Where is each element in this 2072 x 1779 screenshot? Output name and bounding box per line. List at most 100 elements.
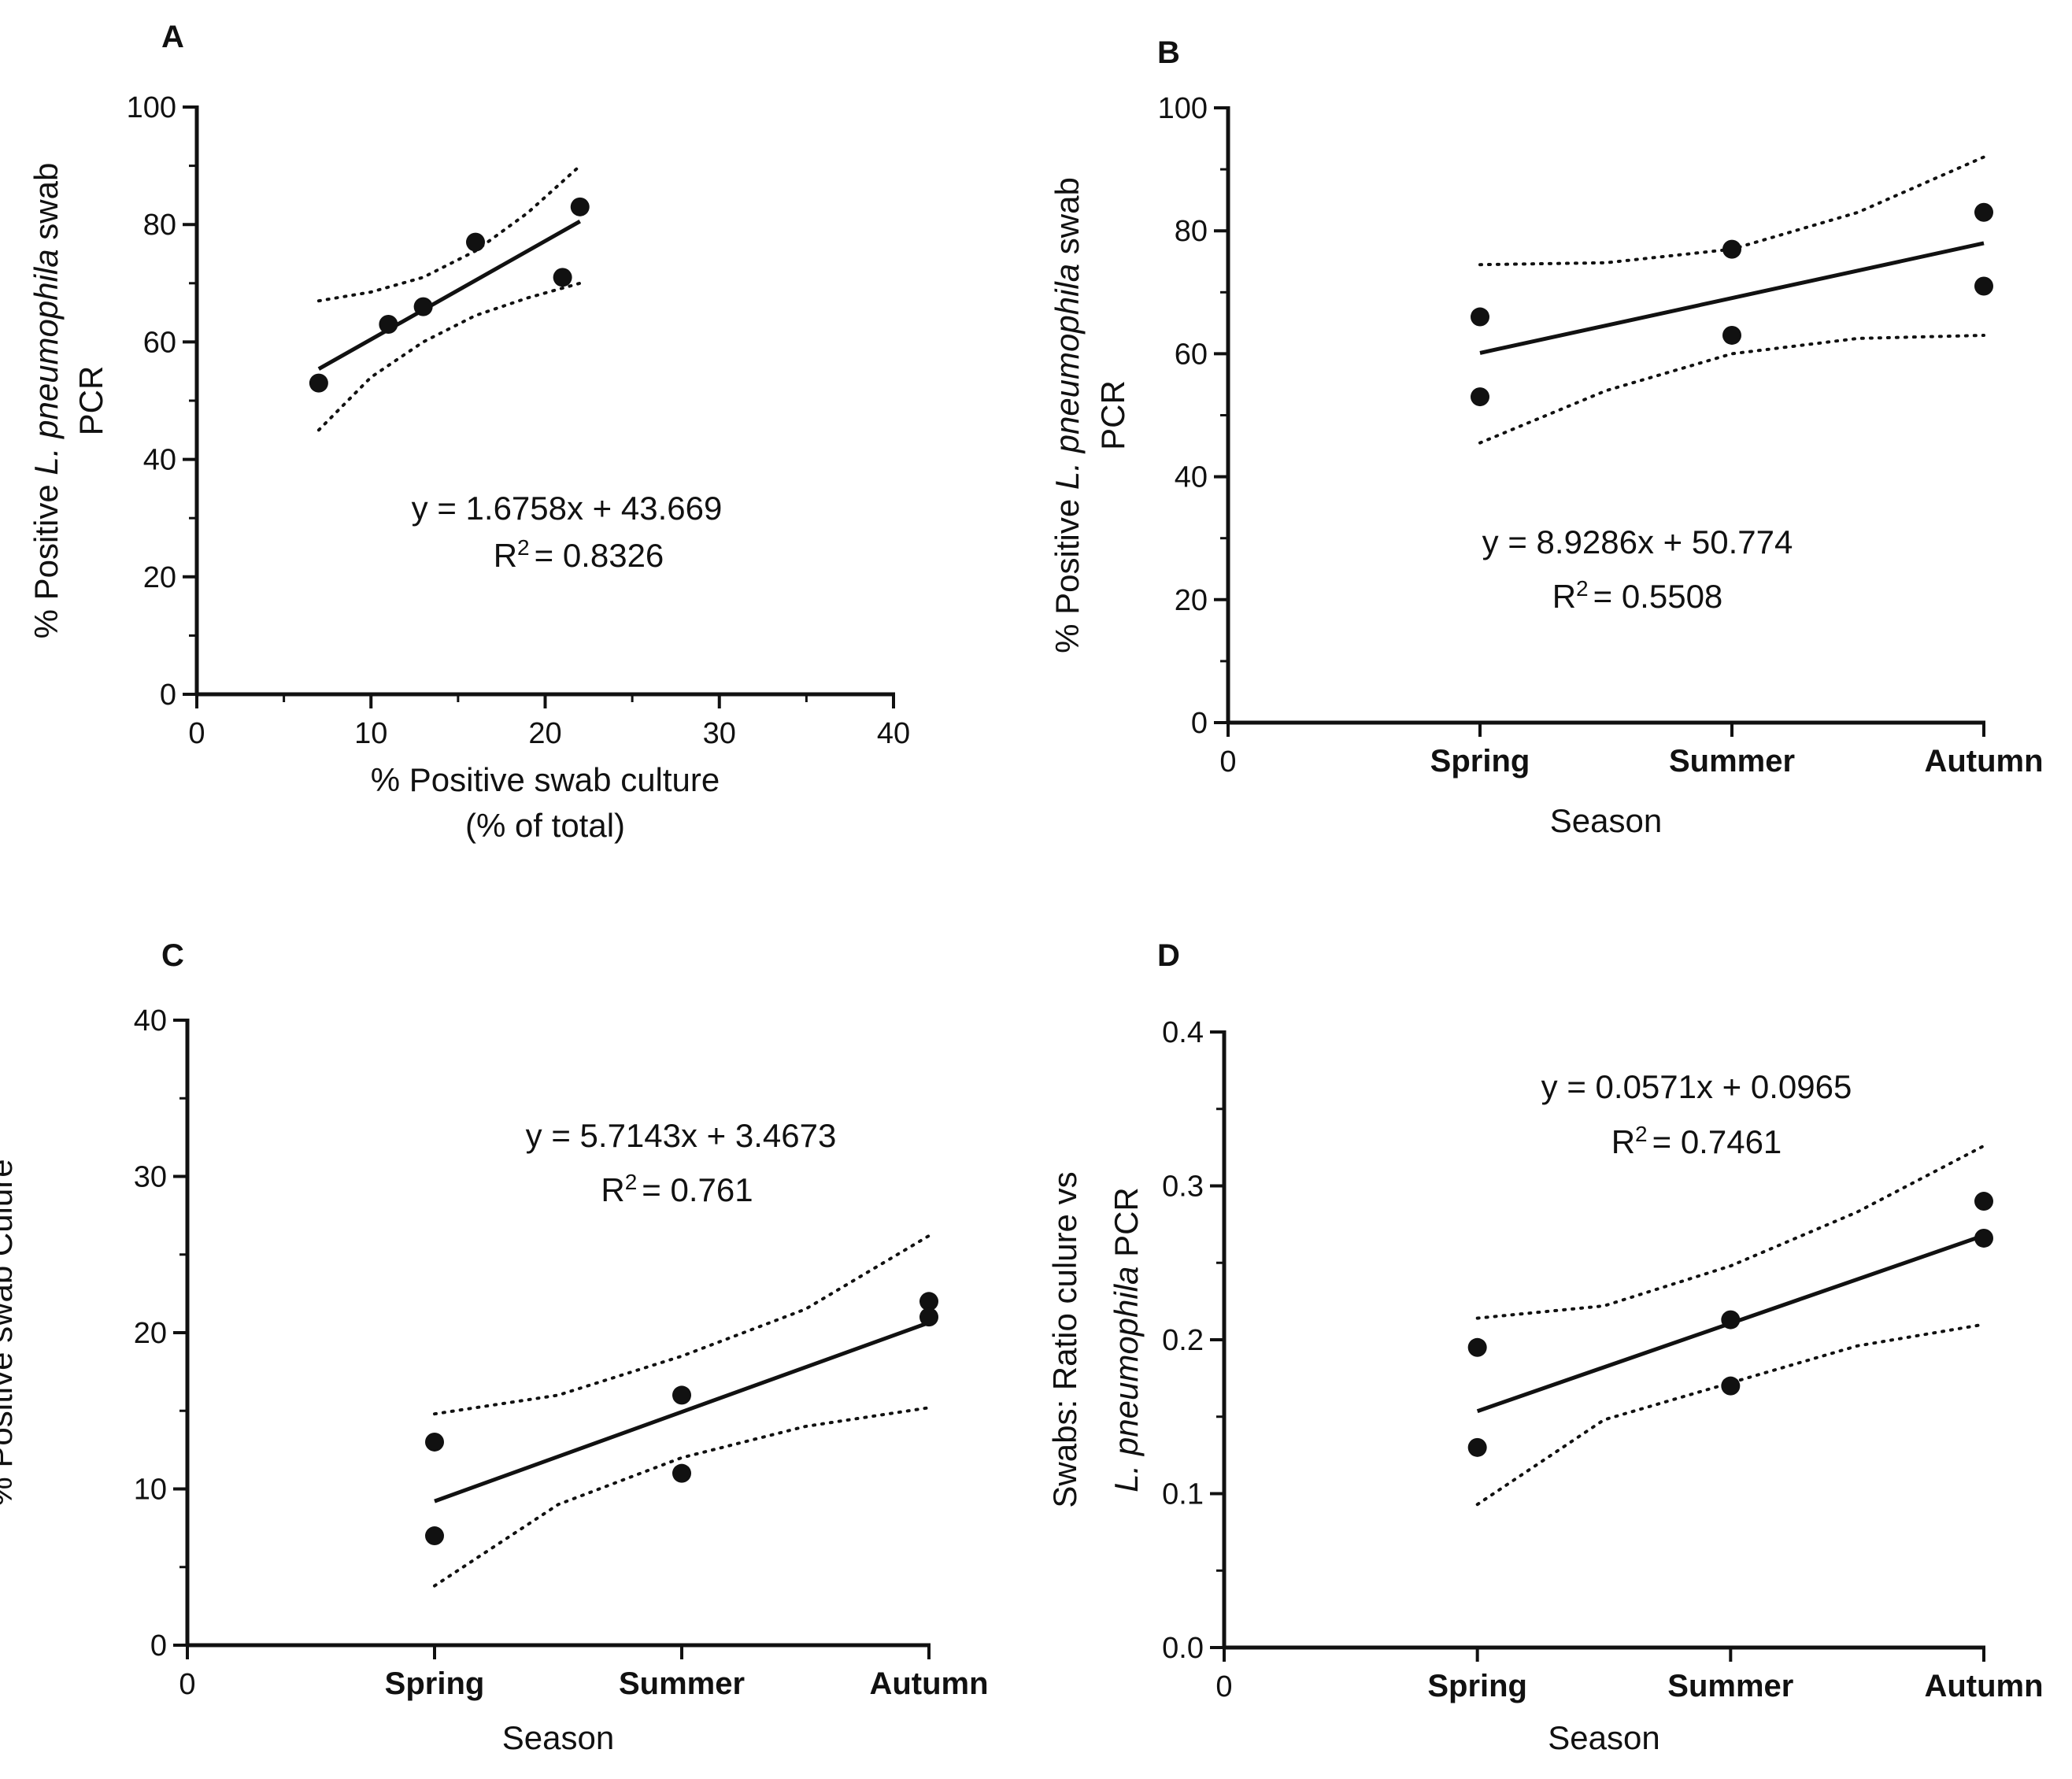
x-tick-label-d: Autumn (1924, 1669, 2043, 1703)
y-tick-label-a: 40 (143, 444, 176, 477)
r-squared-c: R2 = 0.761 (601, 1170, 753, 1209)
y-tick-label-c: 0 (150, 1629, 167, 1662)
data-point-d (1467, 1337, 1487, 1357)
x-tick-label-a: 40 (877, 717, 910, 750)
confidence-band-lower-b (1478, 334, 1985, 445)
data-point-b (1471, 387, 1489, 407)
y-axis-title-d: L. pneumophila PCR (1108, 1187, 1145, 1492)
y-tick-label-a: 80 (143, 209, 176, 242)
y-axis-title-b: PCR (1094, 380, 1131, 450)
confidence-band-upper-d (1475, 1144, 1985, 1320)
data-point-c (672, 1385, 691, 1405)
regression-equation-a: y = 1.6758x + 43.669 (412, 490, 723, 527)
equation-block-c: y = 5.7143x + 3.4673 R2 = 0.761 (526, 1117, 837, 1208)
panel-letter-d: D (1157, 938, 1180, 973)
x-tick-label-d: Summer (1667, 1669, 1793, 1703)
data-point-c (672, 1463, 691, 1483)
x-tick-label-a: 30 (703, 717, 736, 750)
x-tick-label-a: 0 (188, 717, 205, 750)
x-tick-label-c: Autumn (869, 1666, 988, 1701)
confidence-band-upper-c (433, 1233, 931, 1416)
y-axis-title-b: % Positive L. pneumophila swab (1049, 177, 1086, 653)
y-tick-label-c: 40 (134, 1004, 167, 1037)
y-tick-label-d: 0.1 (1162, 1478, 1204, 1511)
y-tick-label-a: 60 (143, 326, 176, 359)
y-tick-label-b: 0 (1191, 707, 1208, 740)
y-tick-label-c: 20 (134, 1317, 167, 1350)
x-tick-label-d: Spring (1427, 1669, 1527, 1703)
plot-c: 0 10 20 30 40 0 Spring Summer Autumn Season % Posi… (0, 1004, 989, 1756)
y-tick-label-c: 30 (134, 1161, 167, 1194)
plot-a: 0 20 40 60 80 100 0 10 20 30 40 % Positive swab cul… (28, 91, 911, 844)
x-tick-label-a: 20 (528, 717, 561, 750)
x-axis-title-b: Season (1550, 802, 1662, 839)
data-point-d (1721, 1376, 1741, 1396)
plot-d: 0.0 0.1 0.2 0.3 0.4 0 Spring Summer Autumn Season… (1046, 1016, 2044, 1756)
confidence-band-lower-a (316, 281, 582, 432)
equation-block-a: y = 1.6758x + 43.669 R2 = 0.8326 (412, 490, 723, 574)
data-point-c (425, 1526, 444, 1546)
data-point-d (1974, 1228, 1993, 1248)
equation-block-b: y = 8.9286x + 50.774 R2 = 0.5508 (1482, 523, 1793, 615)
confidence-band-upper-a (316, 164, 582, 303)
r-squared-b: R2 = 0.5508 (1552, 576, 1723, 616)
data-point-d (1721, 1310, 1741, 1330)
x-tick-label-b: 0 (1219, 745, 1236, 779)
y-tick-label-c: 10 (134, 1474, 167, 1507)
data-point-b (1722, 325, 1741, 345)
x-tick-label-a: 10 (354, 717, 387, 750)
panel-b: B 0 20 40 60 80 100 0 Spring Summer Autumn Season%… (1049, 35, 2044, 839)
x-axis-title-a: (% of total) (465, 807, 625, 844)
data-point-c (425, 1432, 444, 1452)
x-tick-label-c: Spring (385, 1666, 485, 1701)
data-point-a (466, 232, 485, 252)
panel-d: D 0.0 0.1 0.2 0.3 0.4 0 Spring Summer Autumn Seas… (1046, 938, 2044, 1756)
data-point-d (1467, 1437, 1487, 1457)
panel-letter-a: A (161, 20, 184, 54)
data-point-c (919, 1292, 938, 1311)
y-axis-title-a: % Positive L. pneumophila swab (28, 163, 65, 639)
x-tick-label-b: Summer (1669, 744, 1795, 779)
x-tick-label-b: Spring (1430, 744, 1530, 779)
x-tick-label-d: 0 (1215, 1670, 1232, 1703)
regression-line-c (434, 1320, 930, 1503)
confidence-band-lower-c (433, 1406, 931, 1588)
regression-equation-d: y = 0.0571x + 0.0965 (1541, 1068, 1852, 1105)
data-point-d (1974, 1192, 1993, 1211)
y-tick-label-d: 0.2 (1162, 1324, 1204, 1357)
y-axis-title-d: Swabs: Ratio culure vs (1046, 1171, 1083, 1507)
panel-letter-c: C (161, 938, 184, 973)
panel-letter-b: B (1157, 35, 1180, 70)
data-point-b (1471, 307, 1489, 327)
y-tick-label-d: 0.3 (1162, 1171, 1204, 1204)
x-tick-label-c: Summer (619, 1666, 745, 1701)
y-tick-label-b: 80 (1175, 215, 1208, 248)
x-tick-label-c: 0 (179, 1668, 195, 1701)
x-axis-title-d: Season (1548, 1719, 1659, 1756)
data-point-b (1722, 239, 1741, 259)
y-axis-title-c: % Positive swab Culure (0, 1159, 19, 1506)
y-tick-label-b: 20 (1175, 584, 1208, 617)
equation-block-d: y = 0.0571x + 0.0965 R2 = 0.7461 (1541, 1068, 1852, 1160)
panel-c: C 0 10 20 30 40 0 Spring Summer Autumn Season % Po… (0, 938, 989, 1756)
r-squared-d: R2 = 0.7461 (1611, 1122, 1782, 1161)
y-tick-label-b: 60 (1175, 338, 1208, 371)
y-axis-title-a: PCR (72, 366, 109, 436)
data-point-a (309, 373, 328, 393)
regression-line-b (1479, 241, 1985, 355)
panel-a: A 0 20 40 60 80 100 0 10 20 30 40 % Positive swab c… (28, 20, 911, 844)
data-point-c (919, 1307, 938, 1327)
confidence-band-lower-d (1475, 1322, 1985, 1507)
y-tick-label-b: 40 (1175, 461, 1208, 494)
data-point-a (570, 197, 590, 216)
regression-line-a (317, 220, 581, 371)
y-tick-label-d: 0.0 (1162, 1632, 1204, 1665)
data-point-a (379, 315, 398, 335)
regression-equation-c: y = 5.7143x + 3.4673 (526, 1117, 837, 1154)
y-tick-label-a: 100 (127, 91, 176, 124)
y-tick-label-a: 0 (160, 679, 176, 712)
y-tick-label-b: 100 (1158, 92, 1208, 125)
y-tick-label-a: 20 (143, 561, 176, 594)
